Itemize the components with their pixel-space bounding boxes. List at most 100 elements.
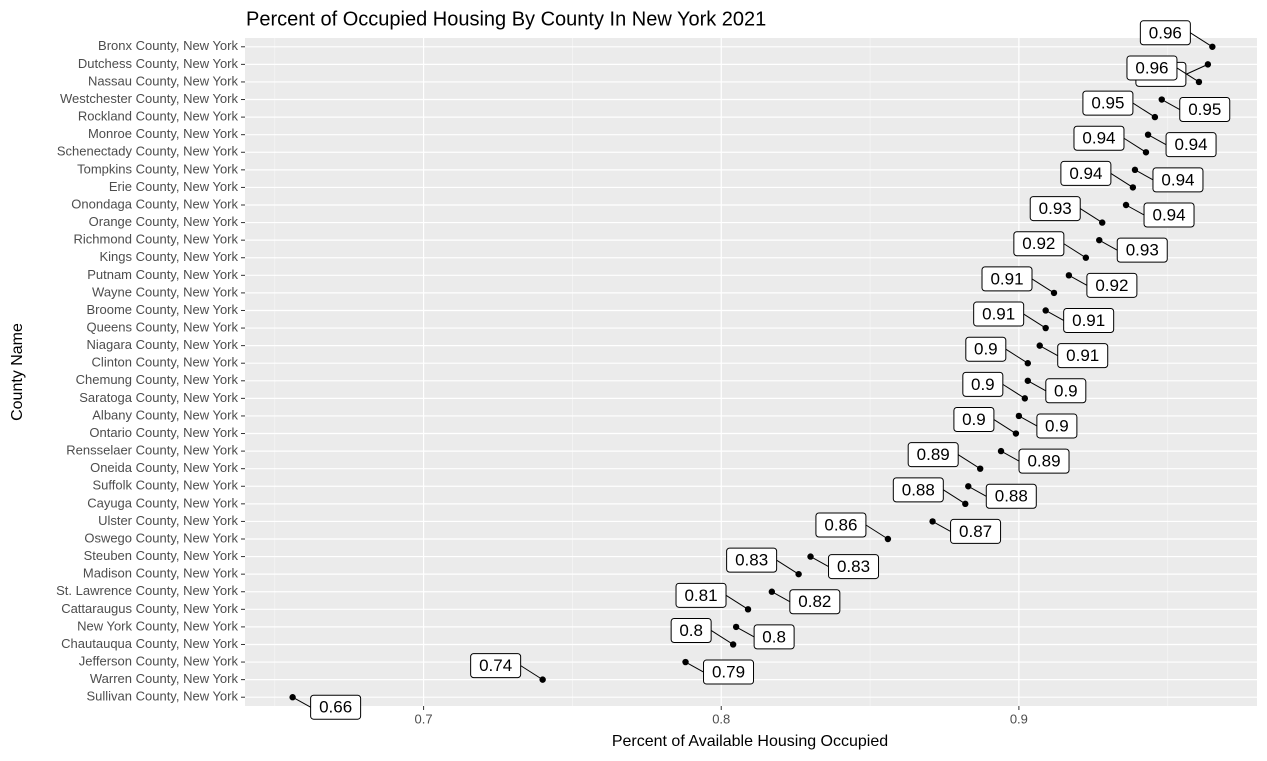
label-connector bbox=[1123, 137, 1147, 153]
label-box bbox=[1013, 231, 1065, 257]
label-box bbox=[828, 554, 880, 580]
data-label: 0.89 bbox=[1027, 452, 1060, 471]
label-box bbox=[1152, 167, 1204, 193]
label-box bbox=[907, 442, 959, 468]
y-tick-label: Ulster County, New York bbox=[98, 513, 238, 528]
y-tick-label: Richmond County, New York bbox=[73, 232, 238, 247]
label-connector bbox=[1110, 172, 1134, 188]
label-connector bbox=[771, 591, 791, 603]
data-label: 0.92 bbox=[1095, 276, 1128, 295]
y-tick-label: Nassau County, New York bbox=[88, 73, 239, 88]
label-box bbox=[1073, 125, 1125, 151]
label-connector bbox=[1147, 134, 1167, 146]
data-label: 0.95 bbox=[1188, 100, 1221, 119]
point bbox=[965, 483, 972, 490]
data-label: 0.91 bbox=[1072, 311, 1105, 330]
label-connector bbox=[865, 524, 889, 540]
label-connector bbox=[1023, 313, 1046, 329]
label-box bbox=[1063, 307, 1115, 333]
y-tick-label: Queens County, New York bbox=[86, 319, 238, 334]
y-tick-label: Saratoga County, New York bbox=[79, 390, 238, 405]
label-connector bbox=[776, 559, 799, 575]
data-label: 0.95 bbox=[1091, 94, 1124, 113]
y-tick-label: Broome County, New York bbox=[87, 302, 239, 317]
y-tick-label: Westchester County, New York bbox=[60, 91, 238, 106]
chart-title: Percent of Occupied Housing By County In… bbox=[246, 8, 766, 30]
label-box bbox=[981, 266, 1033, 292]
label-connector bbox=[1018, 415, 1038, 427]
labels: 0.960.960.960.950.950.940.940.940.940.94… bbox=[292, 20, 1231, 720]
label-connector bbox=[1031, 278, 1055, 294]
label-box bbox=[962, 371, 1004, 397]
data-label: 0.93 bbox=[1126, 241, 1159, 260]
label-box bbox=[1086, 272, 1138, 298]
label-connector bbox=[725, 594, 749, 610]
data-label: 0.94 bbox=[1069, 164, 1102, 183]
point bbox=[1142, 149, 1150, 156]
label-connector bbox=[1185, 63, 1209, 75]
label-connector bbox=[1039, 345, 1058, 357]
point bbox=[1151, 113, 1159, 121]
label-box bbox=[1018, 448, 1070, 474]
y-tick-label: Schenectady County, New York bbox=[57, 144, 239, 159]
label-box bbox=[789, 589, 841, 615]
label-box bbox=[815, 512, 867, 538]
y-tick-label: Onondaga County, New York bbox=[71, 196, 238, 211]
data-label: 0.94 bbox=[1082, 129, 1115, 148]
y-tick-label: Warren County, New York bbox=[90, 671, 239, 686]
y-tick-label: Orange County, New York bbox=[89, 214, 239, 229]
label-box bbox=[965, 336, 1007, 362]
label-box bbox=[675, 582, 727, 608]
y-tick-label: Sullivan County, New York bbox=[86, 689, 238, 704]
data-label: 0.88 bbox=[995, 487, 1028, 506]
label-connector bbox=[932, 520, 951, 532]
data-label: 0.94 bbox=[1161, 170, 1194, 189]
data-label: 0.94 bbox=[1175, 135, 1208, 154]
point bbox=[1042, 324, 1049, 332]
label-connector bbox=[1134, 169, 1154, 181]
label-connector bbox=[1079, 208, 1103, 224]
y-tick-label: Dutchess County, New York bbox=[78, 56, 239, 71]
point bbox=[1050, 289, 1058, 297]
data-label: 0.8 bbox=[762, 627, 786, 646]
label-connector bbox=[1063, 243, 1087, 259]
y-tick-label: Madison County, New York bbox=[83, 566, 239, 581]
label-box bbox=[1029, 196, 1081, 222]
data-label: 0.81 bbox=[684, 586, 717, 605]
label-connector bbox=[1000, 450, 1020, 462]
y-tick-label: Tompkins County, New York bbox=[77, 161, 238, 176]
data-label: 0.88 bbox=[902, 480, 935, 499]
data-label: 0.82 bbox=[798, 592, 831, 611]
point bbox=[1024, 377, 1032, 384]
label-connector bbox=[1190, 32, 1213, 48]
x-axis-title: Percent of Available Housing Occupied bbox=[612, 733, 888, 750]
data-label: 0.93 bbox=[1039, 199, 1072, 218]
label-connector bbox=[968, 485, 987, 497]
label-box bbox=[1036, 413, 1078, 439]
data-label: 0.9 bbox=[974, 340, 998, 359]
label-box bbox=[1116, 237, 1168, 263]
label-box bbox=[1179, 97, 1231, 123]
label-connector bbox=[1161, 99, 1180, 110]
label-box bbox=[1126, 55, 1178, 81]
label-box bbox=[1060, 160, 1112, 186]
y-tick-label: Steuben County, New York bbox=[84, 548, 239, 563]
label-box bbox=[950, 518, 1002, 544]
y-tick-label: Bronx County, New York bbox=[98, 38, 238, 53]
label-connector bbox=[685, 661, 704, 673]
label-box bbox=[1045, 378, 1087, 404]
data-label: 0.87 bbox=[959, 522, 992, 541]
y-tick-label: Chautauqua County, New York bbox=[61, 636, 238, 651]
y-tick-label: Albany County, New York bbox=[92, 407, 238, 422]
label-connector bbox=[1045, 310, 1064, 321]
label-connector bbox=[1002, 383, 1026, 399]
point bbox=[1099, 219, 1106, 226]
label-connector bbox=[710, 630, 734, 645]
label-connector bbox=[1068, 274, 1088, 286]
label-connector bbox=[1005, 348, 1029, 364]
y-tick-label: Erie County, New York bbox=[109, 179, 239, 194]
y-tick-label: St. Lawrence County, New York bbox=[56, 583, 238, 598]
y-tick-label: Jefferson County, New York bbox=[79, 653, 239, 668]
data-label: 0.9 bbox=[962, 410, 986, 429]
